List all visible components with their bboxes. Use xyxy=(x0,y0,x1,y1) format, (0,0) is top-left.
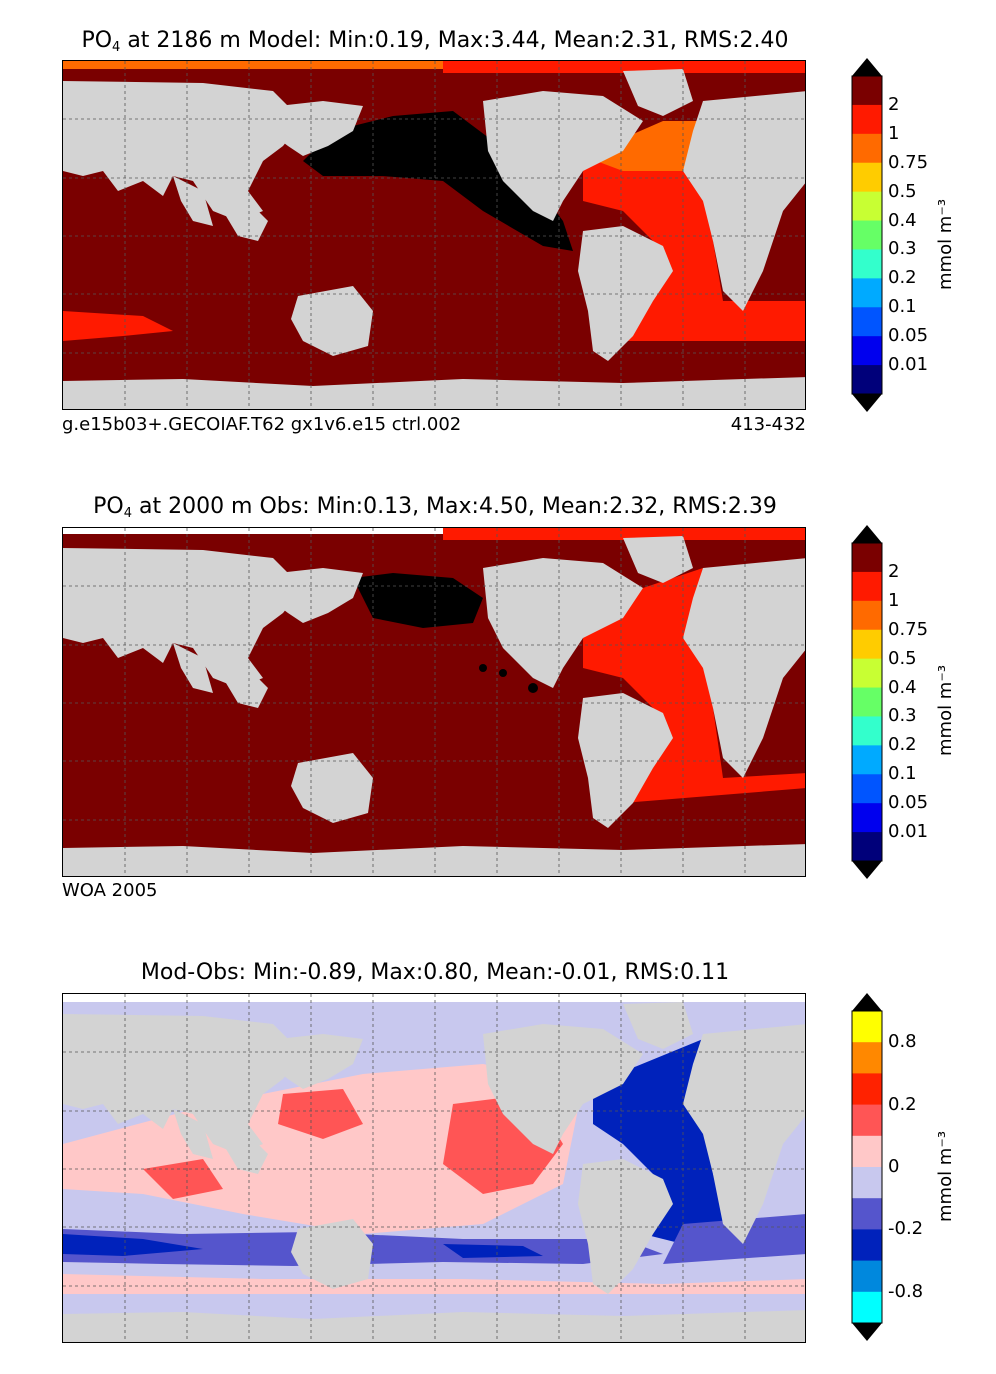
colorbar-tick-label: 0.1 xyxy=(888,296,917,318)
colorbar xyxy=(851,993,883,1341)
footer-years: 413-432 xyxy=(730,414,806,435)
colorbar-cap-bottom xyxy=(852,394,882,412)
colorbar-unit: mmol m⁻³ xyxy=(935,664,956,756)
colorbar-swatch xyxy=(852,1167,882,1199)
colorbar-tick-label: 0.4 xyxy=(888,676,917,698)
colorbar-swatch xyxy=(852,278,882,308)
colorbar-swatch xyxy=(852,1104,882,1137)
colorbar-unit: mmol m⁻³ xyxy=(935,1130,956,1222)
colorbar-swatch xyxy=(852,1135,882,1168)
colorbar-swatch xyxy=(852,1198,882,1230)
map-plot xyxy=(62,993,806,1343)
colorbar-tick-label: 0.1 xyxy=(888,763,917,785)
colorbar-tick-label: 0.5 xyxy=(888,647,917,669)
colorbar-tick-label: -0.8 xyxy=(888,1280,924,1302)
colorbar-tick-label: 0.75 xyxy=(888,618,929,640)
colorbar-swatch xyxy=(852,336,882,366)
colorbar-swatch xyxy=(852,571,882,602)
colorbar-tick-label: -0.2 xyxy=(888,1218,924,1240)
colorbar-cap-bottom xyxy=(852,861,882,879)
colorbar-swatch xyxy=(852,133,882,164)
colorbar-swatch xyxy=(852,832,882,862)
map-plot xyxy=(62,60,806,410)
colorbar-swatch xyxy=(852,307,882,337)
colorbar-tick-label: 0.75 xyxy=(888,151,929,173)
colorbar-swatch xyxy=(852,249,882,279)
colorbar-swatch xyxy=(852,543,882,573)
colorbar-swatch xyxy=(852,104,882,135)
colorbar-swatch xyxy=(852,687,882,717)
colorbar-swatch xyxy=(852,803,882,833)
colorbar-tick-label: 2 xyxy=(888,560,900,582)
colorbar-swatch xyxy=(852,191,882,222)
colorbar-swatch xyxy=(852,600,882,631)
colorbar-tick-label: 0.2 xyxy=(888,267,917,289)
colorbar-tick-label: 0 xyxy=(888,1156,900,1177)
colorbar-swatch xyxy=(852,716,882,746)
colorbar-tick-label: 1 xyxy=(888,122,900,144)
colorbar-swatch xyxy=(852,162,882,193)
colorbar-swatch xyxy=(852,658,882,689)
colorbar-outline xyxy=(851,542,883,862)
colorbar-tick-label: 0.5 xyxy=(888,180,917,202)
colorbar-tick-label: 0.3 xyxy=(888,238,917,260)
colorbar xyxy=(851,525,883,879)
colorbar-tick-label: 0.05 xyxy=(888,792,929,814)
colorbar-swatch xyxy=(852,76,882,106)
colorbar-tick-label: 0.2 xyxy=(888,734,917,756)
colorbar-swatch xyxy=(852,1042,882,1074)
panel-title: PO4 at 2186 m Model: Min:0.19, Max:3.44,… xyxy=(81,28,789,55)
colorbar-tick-label: 0.3 xyxy=(888,705,917,727)
colorbar-tick-label: 0.01 xyxy=(888,821,929,843)
footer-case-name: g.e15b03+.GECOIAF.T62 gx1v6.e15 ctrl.002 xyxy=(62,414,462,435)
colorbar-cap-top xyxy=(852,525,882,543)
colorbar-tick-label: 1 xyxy=(888,589,900,611)
colorbar-swatch xyxy=(852,629,882,660)
colorbar-outline xyxy=(851,1010,883,1324)
colorbar xyxy=(851,58,883,412)
colorbar-swatch xyxy=(852,1011,882,1043)
map-plot xyxy=(62,527,806,877)
panel-title: Mod-Obs: Min:-0.89, Max:0.80, Mean:-0.01… xyxy=(140,960,730,985)
colorbar-swatch xyxy=(852,1260,882,1293)
colorbar-unit: mmol m⁻³ xyxy=(935,198,956,290)
colorbar-tick-label: 0.2 xyxy=(888,1093,917,1115)
colorbar-outline xyxy=(851,75,883,395)
colorbar-swatch xyxy=(852,1291,882,1324)
colorbar-tick-label: 0.8 xyxy=(888,1031,917,1053)
colorbar-tick-label: 2 xyxy=(888,93,900,115)
colorbar-cap-top xyxy=(852,993,882,1011)
colorbar-cap-bottom xyxy=(852,1323,882,1341)
colorbar-swatch xyxy=(852,774,882,804)
footer-source: WOA 2005 xyxy=(62,880,158,901)
colorbar-swatch xyxy=(852,745,882,775)
colorbar-tick-label: 0.4 xyxy=(888,209,917,231)
colorbar-cap-top xyxy=(852,58,882,76)
panel-title: PO4 at 2000 m Obs: Min:0.13, Max:4.50, M… xyxy=(93,494,777,521)
colorbar-swatch xyxy=(852,1073,882,1106)
colorbar-swatch xyxy=(852,1229,882,1262)
colorbar-tick-label: 0.05 xyxy=(888,325,929,347)
colorbar-swatch xyxy=(852,365,882,395)
colorbar-swatch xyxy=(852,220,882,250)
colorbar-tick-label: 0.01 xyxy=(888,354,929,376)
